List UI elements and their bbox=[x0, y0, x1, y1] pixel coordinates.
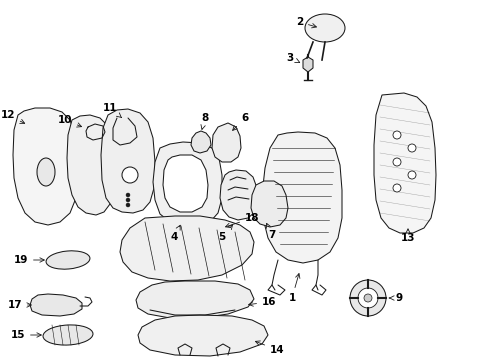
Text: 11: 11 bbox=[103, 103, 122, 118]
Text: 10: 10 bbox=[57, 115, 81, 127]
Circle shape bbox=[126, 203, 130, 207]
Text: 3: 3 bbox=[287, 53, 300, 63]
Polygon shape bbox=[101, 109, 155, 213]
Circle shape bbox=[393, 158, 401, 166]
Text: 9: 9 bbox=[390, 293, 402, 303]
Text: 5: 5 bbox=[219, 225, 233, 242]
Circle shape bbox=[126, 198, 130, 202]
Circle shape bbox=[393, 184, 401, 192]
Circle shape bbox=[408, 144, 416, 152]
Ellipse shape bbox=[305, 14, 345, 42]
Text: 13: 13 bbox=[401, 229, 415, 243]
Text: 12: 12 bbox=[0, 110, 24, 123]
Text: 16: 16 bbox=[249, 297, 276, 307]
Polygon shape bbox=[212, 123, 241, 162]
Polygon shape bbox=[303, 57, 313, 72]
Text: 17: 17 bbox=[7, 300, 31, 310]
Polygon shape bbox=[163, 155, 208, 212]
Text: 15: 15 bbox=[10, 330, 41, 340]
Circle shape bbox=[358, 288, 378, 308]
Circle shape bbox=[408, 171, 416, 179]
Text: 8: 8 bbox=[201, 113, 209, 129]
Circle shape bbox=[364, 294, 372, 302]
Text: 7: 7 bbox=[267, 223, 276, 240]
Polygon shape bbox=[153, 142, 222, 226]
Text: 19: 19 bbox=[14, 255, 44, 265]
Polygon shape bbox=[30, 294, 82, 316]
Text: 2: 2 bbox=[296, 17, 317, 28]
Polygon shape bbox=[262, 132, 342, 263]
Polygon shape bbox=[120, 216, 254, 281]
Polygon shape bbox=[67, 115, 114, 215]
Text: 1: 1 bbox=[289, 274, 300, 303]
Polygon shape bbox=[13, 108, 78, 225]
Polygon shape bbox=[374, 93, 436, 233]
Ellipse shape bbox=[37, 158, 55, 186]
Polygon shape bbox=[191, 131, 211, 153]
Ellipse shape bbox=[46, 251, 90, 269]
Circle shape bbox=[122, 167, 138, 183]
Circle shape bbox=[126, 193, 130, 197]
Text: 4: 4 bbox=[171, 225, 180, 242]
Polygon shape bbox=[220, 170, 258, 220]
Text: 6: 6 bbox=[233, 113, 248, 130]
Circle shape bbox=[350, 280, 386, 316]
Polygon shape bbox=[136, 281, 254, 318]
Text: 18: 18 bbox=[225, 213, 260, 228]
Text: 14: 14 bbox=[255, 341, 285, 355]
Circle shape bbox=[393, 131, 401, 139]
Polygon shape bbox=[138, 315, 268, 356]
Polygon shape bbox=[251, 181, 288, 227]
Ellipse shape bbox=[43, 325, 93, 345]
